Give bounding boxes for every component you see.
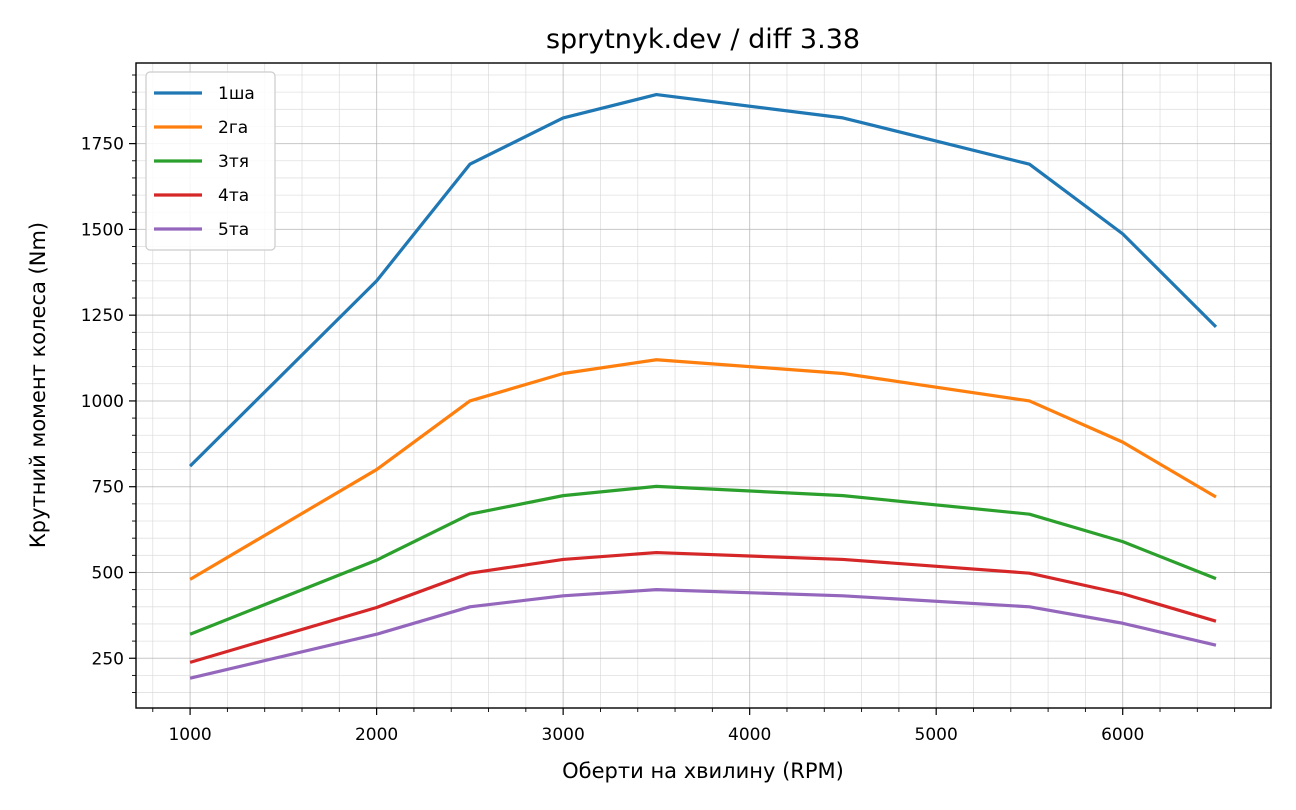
- major-grid: [136, 63, 1271, 708]
- x-tick-label: 6000: [1101, 725, 1144, 745]
- legend-box: [145, 71, 276, 251]
- x-tick-label: 1000: [168, 725, 211, 745]
- x-tick-label: 3000: [542, 725, 585, 745]
- y-tick-label: 250: [92, 649, 124, 669]
- x-tick-label: 2000: [355, 725, 398, 745]
- y-tick-label: 1000: [81, 392, 124, 412]
- series-lines: [188, 92, 1218, 680]
- x-axis-ticks: 1000 2000 3000 4000 5000 6000: [152, 708, 1236, 745]
- chart-title: sprytnyk.dev / diff 3.38: [546, 24, 860, 55]
- legend-label: 2га: [218, 118, 248, 138]
- legend-label: 5та: [218, 220, 249, 240]
- series-line-5: [189, 588, 1217, 680]
- series-line-2: [189, 358, 1217, 581]
- y-axis-label: Крутний момент колеса (Nm): [26, 222, 50, 548]
- y-tick-label: 1500: [81, 220, 124, 240]
- legend-label: 1ша: [218, 84, 255, 104]
- x-tick-label: 4000: [728, 725, 771, 745]
- series-line-3: [189, 484, 1217, 636]
- y-tick-label: 1750: [81, 135, 124, 155]
- legend: 1ша 2га 3тя 4та 5та: [145, 71, 276, 251]
- y-axis-ticks: 250 500 750 1000 1250 1500 1750: [81, 74, 136, 694]
- plot-frame: [135, 62, 1272, 709]
- legend-label: 4та: [218, 186, 249, 206]
- series-line-4: [189, 550, 1217, 664]
- x-tick-label: 5000: [915, 725, 958, 745]
- series-line-1: [188, 92, 1218, 468]
- y-tick-label: 500: [92, 563, 124, 583]
- y-tick-label: 750: [92, 478, 124, 498]
- legend-label: 3тя: [218, 152, 249, 172]
- y-tick-label: 1250: [81, 306, 124, 326]
- x-axis-label: Оберти на хвилину (RPM): [562, 759, 844, 783]
